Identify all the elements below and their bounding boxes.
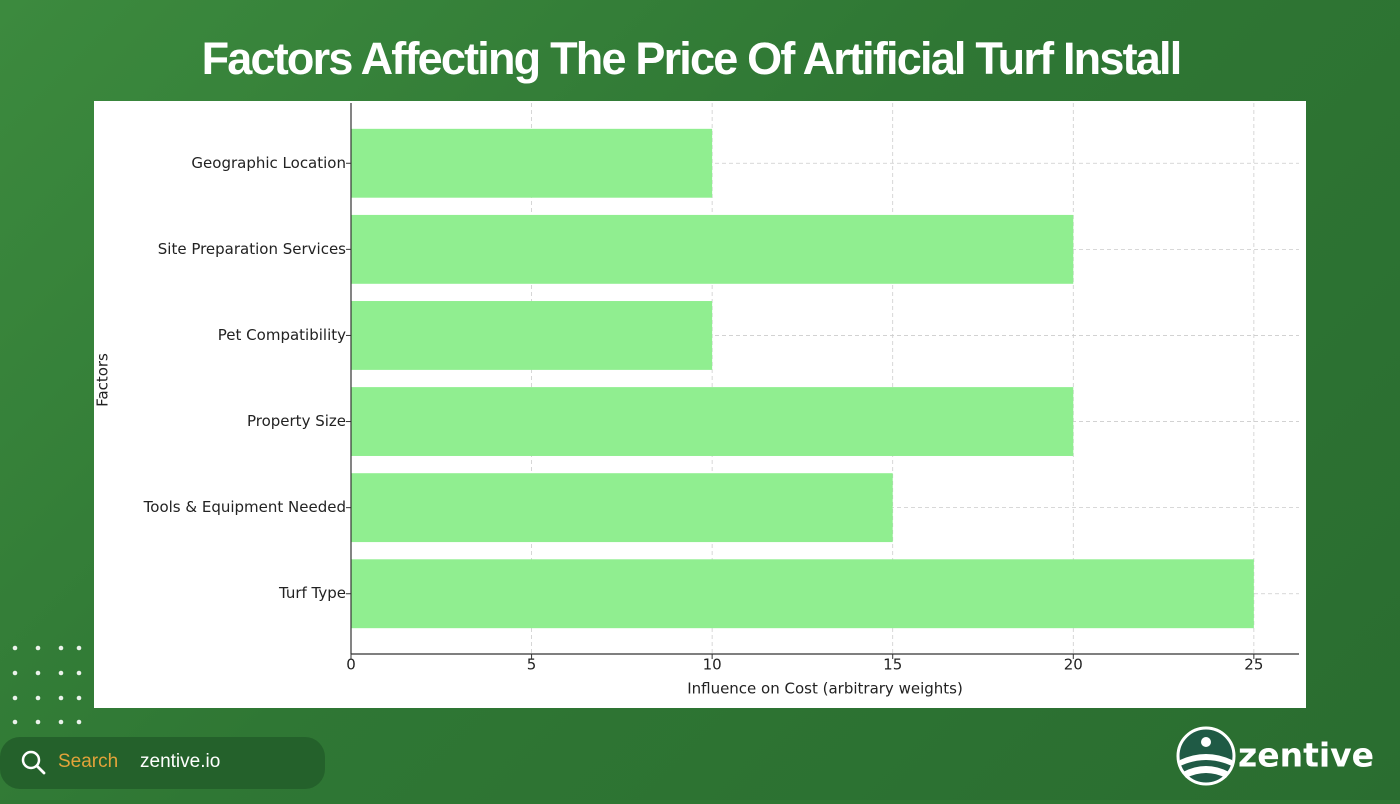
x-tick-label: 20: [1064, 656, 1083, 674]
x-tick-label: 15: [883, 656, 902, 674]
bar: [351, 301, 713, 370]
y-tick-label: Property Size: [247, 412, 346, 430]
bar: [351, 473, 893, 543]
x-tick-label: 0: [346, 656, 356, 674]
x-axis-label: Influence on Cost (arbitrary weights): [687, 680, 963, 698]
search-text: zentive.io: [140, 751, 220, 772]
plot: 0 5 10 15 20 25 Geographic Location Site Prepar…: [143, 103, 1299, 674]
chart-title: Factors Affecting The Price Of Artificia…: [202, 33, 1181, 84]
y-axis-label: Factors: [94, 353, 112, 407]
y-tick-label: Pet Compatibility: [218, 326, 346, 344]
bar: [351, 387, 1074, 456]
x-tick-label: 10: [703, 656, 722, 674]
search-bar[interactable]: [0, 737, 325, 789]
y-tick-label: Tools & Equipment Needed: [143, 498, 346, 516]
y-tick-label: Site Preparation Services: [158, 240, 346, 258]
bar: [351, 128, 713, 198]
logo-icon: [1180, 754, 1232, 778]
brand-name: zentive: [1238, 736, 1374, 775]
x-tick-label: 25: [1244, 656, 1263, 674]
x-tick-label: 5: [527, 656, 537, 674]
decor: [12, 645, 82, 725]
search-icon: [21, 750, 41, 770]
y-tick-label: Turf Type: [278, 584, 346, 602]
search-icon: [35, 764, 46, 775]
search-label: Search: [58, 751, 118, 772]
logo-icon: [1201, 737, 1211, 747]
bar: [351, 559, 1254, 629]
y-tick-label: Geographic Location: [191, 154, 346, 172]
bar: [351, 214, 1074, 284]
